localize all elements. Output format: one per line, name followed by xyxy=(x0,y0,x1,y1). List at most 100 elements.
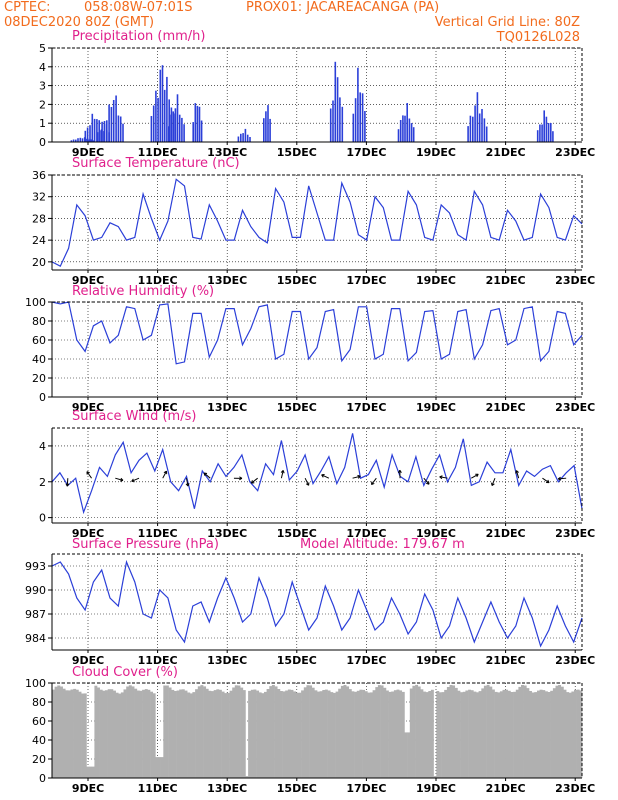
series-line xyxy=(51,178,583,268)
x-tick-label: 19DEC xyxy=(416,527,456,540)
cloud-bar xyxy=(370,692,373,778)
cloud-bar xyxy=(261,693,265,778)
cloud-bar xyxy=(420,689,424,778)
y-tick-label: 20 xyxy=(32,753,46,766)
precip-bar xyxy=(244,128,247,142)
precip-bar xyxy=(249,137,251,142)
x-tick-label: 15DEC xyxy=(277,782,317,795)
cloud-bar xyxy=(173,691,177,778)
cloud-bar xyxy=(107,689,111,778)
precip-bar xyxy=(240,133,242,142)
y-tick-label: 0 xyxy=(39,391,46,404)
wind-arrow xyxy=(203,472,211,479)
cloud-bar xyxy=(147,689,151,778)
precip-bar xyxy=(408,118,411,142)
precip-bar xyxy=(93,118,96,142)
y-tick-label: 100 xyxy=(25,296,46,309)
cloud-bar xyxy=(152,693,156,778)
x-tick-label: 9DEC xyxy=(72,146,104,159)
precip-bar xyxy=(263,118,265,142)
precip-bar xyxy=(334,61,337,142)
precip-bar xyxy=(329,108,332,142)
x-tick-label: 9DEC xyxy=(72,654,104,667)
y-tick-label: 0 xyxy=(39,136,46,149)
x-tick-label: 13DEC xyxy=(207,527,247,540)
precip-bar xyxy=(547,123,550,142)
x-tick-label: 23DEC xyxy=(555,654,595,667)
cloud-bar xyxy=(322,690,326,778)
cloud-bar xyxy=(396,689,400,778)
precip-bar xyxy=(545,116,548,142)
cloud-bar xyxy=(237,685,241,778)
precip-bar xyxy=(163,89,166,142)
precip-bar xyxy=(174,108,177,142)
cloud-bar xyxy=(78,691,82,778)
cloud-bar xyxy=(211,691,214,778)
cloud-bar xyxy=(362,689,366,778)
wind-arrow xyxy=(162,470,167,479)
y-tick-label: 5 xyxy=(39,42,46,55)
y-tick-label: 100 xyxy=(25,677,46,690)
cloud-bar xyxy=(425,692,429,778)
cloud-bar xyxy=(179,689,183,778)
x-tick-label: 15DEC xyxy=(277,654,317,667)
cloud-bar xyxy=(218,689,222,778)
cloud-bar xyxy=(282,691,286,778)
cloud-bar xyxy=(62,688,66,778)
cloud-bar xyxy=(491,689,495,778)
precip-bar xyxy=(89,125,91,142)
series-line xyxy=(51,301,583,365)
x-tick-label: 13DEC xyxy=(207,782,247,795)
precip-bar xyxy=(397,129,400,142)
cloud-bar xyxy=(468,689,472,778)
location-label: PROX01: JACAREACANGA (PA) xyxy=(246,0,440,15)
x-tick-label: 19DEC xyxy=(416,274,456,287)
panel-3: 0 20 40 60 80 100 9DEC 11DEC 13DEC 15DEC 17DEC 19DE… xyxy=(25,284,595,414)
cloud-bar xyxy=(271,685,275,778)
panel-title: Surface Pressure (hPa) xyxy=(72,537,219,552)
y-tick-label: 28 xyxy=(32,212,46,225)
precip-bar xyxy=(539,124,541,142)
wind-arrow-head xyxy=(203,472,206,477)
precip-bar xyxy=(469,115,472,142)
cloud-bar xyxy=(216,689,220,778)
x-tick-label: 17DEC xyxy=(346,401,386,414)
cloud-bar xyxy=(136,690,140,778)
cloud-bar xyxy=(264,691,267,778)
cloud-bar xyxy=(476,692,479,778)
cloud-bar xyxy=(290,689,294,778)
cloud-bar xyxy=(70,689,74,778)
precip-bar xyxy=(170,114,172,142)
cloud-bar xyxy=(507,690,511,778)
cloud-bar xyxy=(248,690,252,778)
cloud-bar xyxy=(473,691,477,778)
cloud-bar xyxy=(176,690,180,778)
precip-bar xyxy=(119,116,122,142)
cloud-bar xyxy=(534,692,538,778)
cloud-bar xyxy=(560,686,564,778)
precip-bar xyxy=(103,124,106,142)
y-tick-label: 990 xyxy=(25,584,46,597)
cloud-bar xyxy=(330,692,334,778)
cloud-bar xyxy=(568,692,572,778)
cloud-bar xyxy=(399,690,403,778)
cloud-bar xyxy=(465,690,469,778)
cloud-bar xyxy=(478,691,482,778)
wind-arrow xyxy=(491,478,496,486)
precip-bar xyxy=(90,139,93,142)
cloud-bar xyxy=(401,691,405,778)
cloud-bar xyxy=(306,685,310,778)
precip-bar xyxy=(115,95,117,142)
precip-bar xyxy=(117,115,120,142)
cloud-bar xyxy=(171,689,175,778)
cloud-bar xyxy=(348,689,352,778)
cloud-bar xyxy=(383,687,387,778)
cloud-bar xyxy=(213,690,217,778)
grid-note-label: Vertical Grid Line: 80Z xyxy=(434,15,580,30)
cloud-bar xyxy=(385,690,389,778)
cloud-bar xyxy=(417,686,421,778)
x-tick-label: 17DEC xyxy=(346,527,386,540)
x-tick-label: 11DEC xyxy=(138,274,178,287)
precip-bar xyxy=(79,137,82,142)
precip-bar xyxy=(157,97,159,142)
